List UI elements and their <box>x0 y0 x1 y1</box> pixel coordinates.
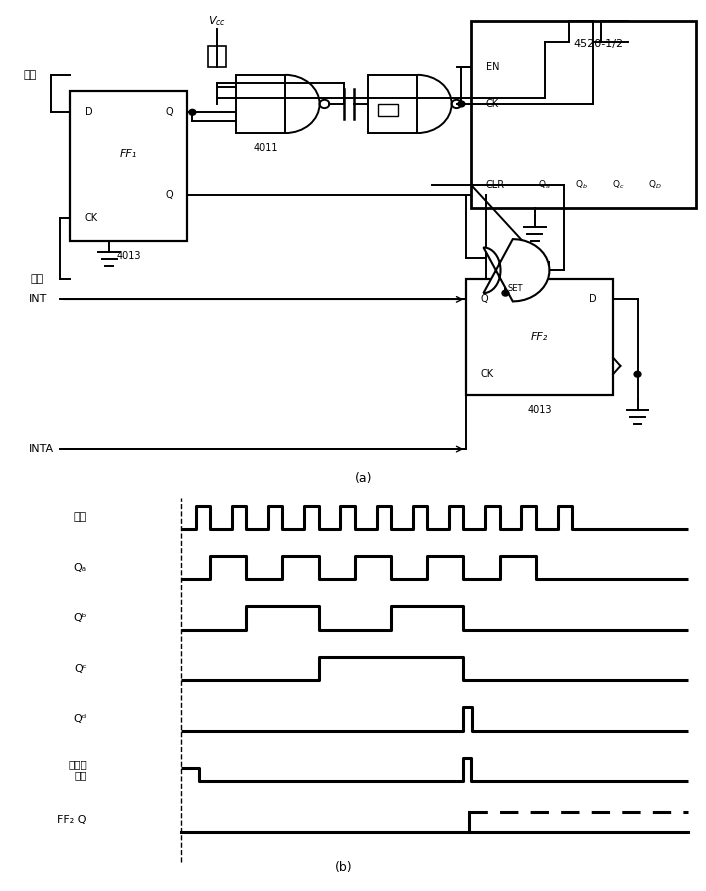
Text: Q$_a$: Q$_a$ <box>538 179 551 192</box>
Text: Q: Q <box>165 107 173 118</box>
Text: EN: EN <box>486 61 499 71</box>
Text: 4013: 4013 <box>527 405 552 414</box>
Polygon shape <box>484 239 549 301</box>
Text: Qᶜ: Qᶜ <box>74 664 87 674</box>
Bar <box>369 75 417 133</box>
Text: 4520-1/2: 4520-1/2 <box>573 38 623 49</box>
Text: 时钟: 时钟 <box>73 512 87 522</box>
Bar <box>471 20 696 208</box>
Bar <box>378 104 398 117</box>
Text: Q$_D$: Q$_D$ <box>647 179 662 192</box>
Text: Q$_c$: Q$_c$ <box>611 179 624 192</box>
Text: Q: Q <box>481 294 489 305</box>
Bar <box>237 75 285 133</box>
Text: FF₁: FF₁ <box>120 149 138 159</box>
Bar <box>466 279 613 395</box>
Text: Qᵇ: Qᵇ <box>73 613 87 623</box>
Text: D: D <box>85 107 92 118</box>
Text: Qᵈ: Qᵈ <box>73 714 87 724</box>
Text: (b): (b) <box>335 862 353 874</box>
Text: 计数器
清零: 计数器 清零 <box>68 759 87 781</box>
Text: CK: CK <box>85 213 98 224</box>
Text: (a): (a) <box>355 471 372 485</box>
Text: Q̄: Q̄ <box>165 191 173 200</box>
Text: INTA: INTA <box>28 444 54 454</box>
Circle shape <box>634 372 641 377</box>
Text: 启动: 启动 <box>23 69 37 80</box>
Text: INT: INT <box>28 294 47 305</box>
Text: CK: CK <box>481 369 494 380</box>
Text: D: D <box>589 294 597 305</box>
Bar <box>70 92 188 241</box>
Text: 停止: 停止 <box>31 274 44 283</box>
Text: Qₐ: Qₐ <box>73 563 87 573</box>
Text: FF₂: FF₂ <box>531 331 549 342</box>
Text: FF₂ Q: FF₂ Q <box>57 815 87 825</box>
Text: CLR: CLR <box>486 180 505 190</box>
Circle shape <box>189 110 196 115</box>
Circle shape <box>458 101 465 107</box>
Text: 4011: 4011 <box>253 143 278 152</box>
Text: $V_{cc}$: $V_{cc}$ <box>208 14 226 28</box>
Text: CK: CK <box>486 99 499 109</box>
Text: SET: SET <box>508 284 523 293</box>
Circle shape <box>502 290 509 296</box>
Text: Q$_b$: Q$_b$ <box>575 179 587 192</box>
Text: 4013: 4013 <box>116 250 141 261</box>
Bar <box>208 45 226 67</box>
